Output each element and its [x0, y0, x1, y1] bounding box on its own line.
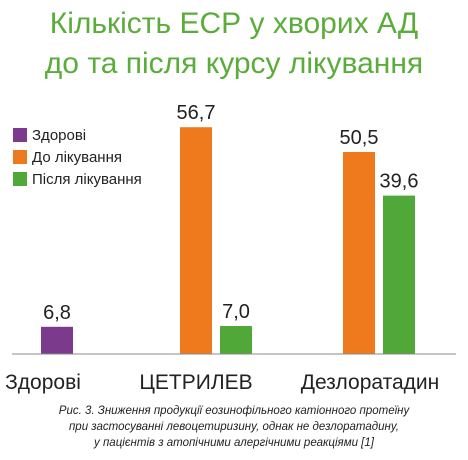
legend-swatch: [13, 150, 27, 164]
legend-label: Здорові: [32, 127, 86, 144]
bar-chart: 6,8 56,7 7,0 50,539,6 Здорові ЦЕТРИЛЕВ Дезлора…: [5, 102, 456, 394]
bar-dezlo_before: [343, 152, 375, 354]
legend-label: До лікування: [32, 149, 122, 166]
figure-caption: Рис. 3. Зниження продукції еозинофільног…: [0, 403, 468, 451]
chart-title-line-2: до та після курсу лікування: [44, 47, 424, 80]
bar-cetrilev_before: [180, 127, 212, 354]
category-label: ЦЕТРИЛЕВ: [139, 371, 252, 394]
category-label: Дезлоратадин: [301, 371, 440, 394]
bar-cetrilev_after: [220, 326, 252, 354]
legend-swatch: [13, 172, 27, 186]
data-label-healthy: 6,8: [43, 302, 71, 324]
data-label-cetrilev_before: 56,7: [177, 102, 216, 124]
chart-title-line-1: Кількість ЕСР у хворих АД: [49, 7, 419, 40]
data-label-dezlo_after: 39,6: [380, 171, 419, 193]
bar-healthy: [41, 326, 73, 354]
caption-line: при застосуванні левоцетиризину, однак н…: [68, 421, 400, 433]
legend-label: Після лікування: [32, 171, 142, 188]
caption-line: Рис. 3. Зниження продукції еозинофільног…: [58, 405, 410, 417]
legend-swatch: [13, 128, 27, 142]
data-label-dezlo_before: 50,5: [340, 127, 379, 149]
category-label: Здорові: [5, 371, 81, 394]
bar-dezlo_after: [383, 195, 415, 354]
data-label-cetrilev_after: 7,0: [222, 301, 250, 323]
caption-line: у пацієнтів з атопічними алергічними реа…: [94, 437, 374, 449]
